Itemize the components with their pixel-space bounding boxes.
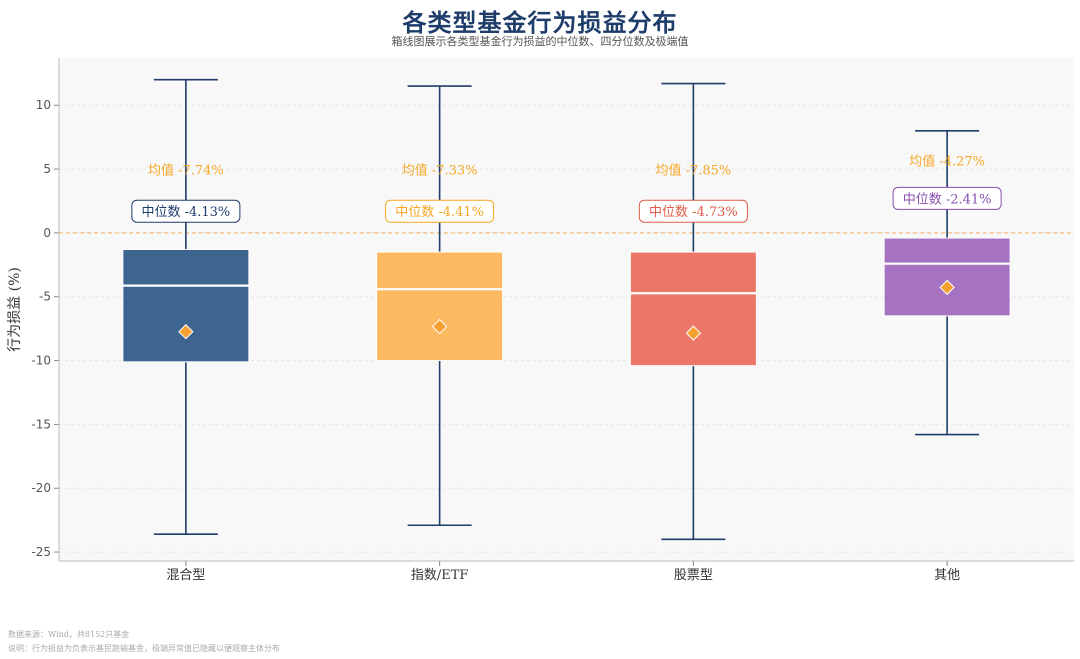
y-tick-label: -15 (31, 417, 51, 431)
box-2 (629, 251, 757, 367)
median-label: 中位数 -4.13% (141, 205, 230, 220)
mean-label: 均值 -7.33% (402, 162, 478, 178)
mean-label: 均值 -7.74% (148, 162, 224, 178)
mean-label: 均值 -7.85% (655, 162, 731, 178)
explanation-footnote: 说明：行为损益为负表示基民跑输基金，极端异常值已隐藏以便观察主体分布 (8, 644, 280, 653)
mean-marker (685, 325, 702, 341)
y-tick-label: 0 (43, 226, 51, 240)
y-tick-label: -20 (31, 481, 51, 495)
y-tick-label: 5 (43, 162, 51, 176)
chart-title: 各类型基金行为损益分布 (402, 8, 678, 37)
median-label-box (638, 199, 748, 223)
box-3 (883, 237, 1011, 317)
y-tick-label: -5 (39, 290, 51, 304)
median-label: 中位数 -2.41% (903, 192, 992, 207)
mean-marker (939, 279, 955, 296)
x-tick-label: 股票型 (674, 568, 713, 583)
chart-subtitle: 箱线图展示各类型基金行为损益的中位数、四分位数及极端值 (391, 35, 689, 48)
mean-marker (431, 318, 448, 335)
median-label: 中位数 -4.73% (649, 205, 738, 220)
median-label: 中位数 -4.41% (395, 205, 484, 220)
y-tick-label: -10 (31, 354, 51, 368)
median-label-box (892, 186, 1002, 210)
x-tick-label: 其他 (934, 568, 960, 583)
mean-label: 均值 -4.27% (909, 153, 985, 169)
y-tick-label: 10 (36, 98, 51, 112)
median-label-box (385, 199, 495, 223)
data-source-footnote: 数据来源：Wind，共8152只基金 (8, 630, 130, 639)
mean-marker (178, 324, 194, 340)
x-tick-label: 指数/ETF (411, 568, 469, 583)
y-tick-label: -25 (31, 545, 51, 559)
box-1 (376, 251, 504, 362)
y-axis-label: 行为损益 (%) (7, 267, 23, 352)
median-label-box (131, 199, 241, 223)
x-tick-label: 混合型 (166, 568, 205, 583)
box-0 (122, 248, 250, 363)
